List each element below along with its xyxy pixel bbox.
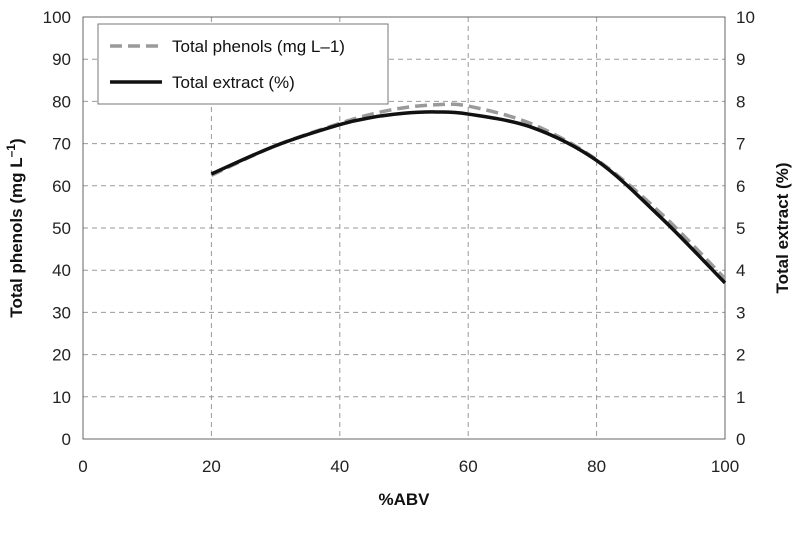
legend-label-total-extract: Total extract (%) <box>172 73 295 92</box>
y-right-tick-label: 2 <box>736 346 745 365</box>
y-left-tick-label: 50 <box>52 219 71 238</box>
y-axis-left-title: Total phenols (mg L–1) <box>4 138 26 317</box>
y-right-tick-label: 9 <box>736 50 745 69</box>
y-axis-left-title-sup: –1 <box>4 144 18 158</box>
plot-frame <box>82 16 726 440</box>
x-tick-label: 20 <box>202 457 221 476</box>
legend-box <box>97 23 389 105</box>
x-tick-label: 40 <box>330 457 349 476</box>
y-axis-left-title-main: Total phenols (mg L <box>7 157 26 317</box>
x-axis-title: %ABV <box>378 490 430 509</box>
x-tick-label: 80 <box>587 457 606 476</box>
y-axis-right-title: Total extract (%) <box>773 163 792 294</box>
y-right-tick-label: 7 <box>736 135 745 154</box>
y-left-tick-label: 20 <box>52 346 71 365</box>
y-left-tick-label: 100 <box>43 8 71 27</box>
x-tick-label: 60 <box>459 457 478 476</box>
y-left-tick-label: 60 <box>52 177 71 196</box>
y-left-tick-label: 10 <box>52 388 71 407</box>
y-right-tick-label: 6 <box>736 177 745 196</box>
y-left-tick-label: 0 <box>62 430 71 449</box>
legend: Total phenols (mg L–1) Total extract (%) <box>97 23 389 105</box>
y-left-tick-label: 30 <box>52 303 71 322</box>
y-left-tick-label: 70 <box>52 135 71 154</box>
y-left-tick-label: 40 <box>52 261 71 280</box>
y-right-tick-label: 4 <box>736 261 745 280</box>
y-right-tick-label: 0 <box>736 430 745 449</box>
y-right-tick-label: 3 <box>736 303 745 322</box>
y-axis-left-title-end: ) <box>7 138 26 144</box>
series <box>210 102 727 285</box>
legend-label-total-phenols: Total phenols (mg L–1) <box>172 37 345 56</box>
y-right-tick-label: 8 <box>736 92 745 111</box>
y-right-tick-label: 1 <box>736 388 745 407</box>
y-right-tick-label: 5 <box>736 219 745 238</box>
y-left-tick-label: 90 <box>52 50 71 69</box>
y-left-tick-label: 80 <box>52 92 71 111</box>
x-tick-label: 0 <box>78 457 87 476</box>
series-line-total-extract <box>210 110 727 285</box>
grid <box>83 17 725 439</box>
y-right-tick-label: 10 <box>736 8 755 27</box>
x-tick-label: 100 <box>711 457 739 476</box>
